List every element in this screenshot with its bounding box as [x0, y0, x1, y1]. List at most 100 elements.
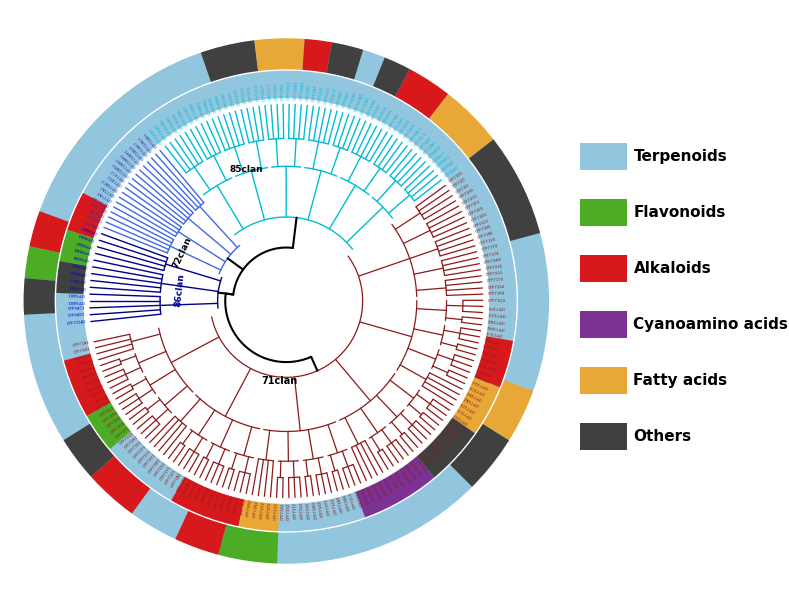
Text: 86clan: 86clan — [174, 273, 186, 307]
Text: CYP71H3: CYP71H3 — [378, 479, 390, 496]
Text: CYP701A1: CYP701A1 — [170, 110, 185, 129]
Text: CYP71F1: CYP71F1 — [81, 371, 99, 381]
Text: CYP71R1: CYP71R1 — [123, 435, 139, 450]
Text: CYP71V1: CYP71V1 — [143, 453, 157, 469]
Text: CYP71B1: CYP71B1 — [73, 347, 92, 355]
Wedge shape — [66, 193, 107, 238]
Text: CYP71H5: CYP71H5 — [458, 188, 476, 200]
Text: CYP71D3: CYP71D3 — [355, 489, 365, 507]
Wedge shape — [450, 423, 510, 487]
Text: CYP72AM2: CYP72AM2 — [119, 152, 137, 169]
Text: CYP71K2: CYP71K2 — [233, 496, 241, 514]
Text: CYP74D2: CYP74D2 — [106, 173, 123, 187]
Text: CYP101B1: CYP101B1 — [88, 199, 108, 211]
Wedge shape — [55, 261, 87, 294]
Bar — [580, 367, 627, 394]
Text: CYP71L1: CYP71L1 — [99, 405, 116, 417]
Text: CYP71L2: CYP71L2 — [240, 498, 247, 515]
Text: CYP71A5: CYP71A5 — [477, 231, 495, 240]
Text: CYP71Y3: CYP71Y3 — [456, 406, 473, 418]
Text: CYP88A1: CYP88A1 — [215, 93, 224, 111]
Text: CYP720A1: CYP720A1 — [354, 93, 365, 113]
Text: CYP72G1: CYP72G1 — [241, 85, 248, 104]
Text: CYP71T4: CYP71T4 — [487, 278, 504, 284]
Text: CYP86B1: CYP86B1 — [70, 261, 88, 268]
Text: CYP71U2: CYP71U2 — [300, 501, 305, 520]
Text: Fatty acids: Fatty acids — [634, 373, 727, 388]
Wedge shape — [91, 456, 151, 514]
Text: CYP87A3: CYP87A3 — [85, 211, 103, 222]
Text: CYP71H1: CYP71H1 — [86, 383, 104, 394]
Text: CYP71D2: CYP71D2 — [188, 481, 200, 499]
Text: CYP85D1: CYP85D1 — [427, 144, 443, 160]
Text: CYP71Z2: CYP71Z2 — [331, 497, 338, 515]
Text: CYP71Q3: CYP71Q3 — [424, 445, 439, 461]
Text: CYP86C1: CYP86C1 — [69, 276, 86, 282]
Text: CYP51A1: CYP51A1 — [342, 91, 351, 109]
Text: CYP72AM1: CYP72AM1 — [124, 147, 141, 164]
Bar — [580, 423, 627, 450]
Text: CYP99B1: CYP99B1 — [196, 100, 207, 117]
Wedge shape — [24, 246, 61, 281]
Text: CYP71W2: CYP71W2 — [312, 500, 319, 520]
Text: CYP71Y4: CYP71Y4 — [481, 244, 499, 252]
Text: CYP97B1: CYP97B1 — [383, 109, 394, 126]
Text: CYP72B1: CYP72B1 — [274, 82, 279, 100]
Text: CYP97A1: CYP97A1 — [388, 112, 400, 129]
Text: 85clan: 85clan — [230, 165, 263, 174]
Text: CYP71V3: CYP71V3 — [445, 421, 462, 435]
Text: CYP71Z4: CYP71Z4 — [479, 238, 497, 246]
Wedge shape — [394, 69, 448, 119]
Wedge shape — [63, 423, 114, 477]
Text: CYP86B2: CYP86B2 — [69, 268, 87, 275]
Text: CYP708B1: CYP708B1 — [294, 79, 298, 100]
Text: CYP71Y2: CYP71Y2 — [324, 498, 332, 516]
Text: CYP85A1: CYP85A1 — [443, 165, 460, 179]
Text: CYP71Z1: CYP71Z1 — [165, 468, 178, 485]
Text: CYP71K5: CYP71K5 — [448, 171, 465, 184]
Text: CYP71A2: CYP71A2 — [170, 472, 183, 489]
Text: CYP72F1: CYP72F1 — [247, 85, 254, 103]
Text: CYP114A1: CYP114A1 — [189, 101, 201, 120]
Text: CYP71N1: CYP71N1 — [107, 415, 123, 429]
Wedge shape — [474, 336, 514, 388]
Text: Terpenoids: Terpenoids — [634, 149, 727, 164]
Text: CYP72A68: CYP72A68 — [129, 143, 145, 160]
Text: CYP71F3: CYP71F3 — [366, 484, 377, 501]
Wedge shape — [59, 159, 518, 532]
Text: CYP74A1: CYP74A1 — [423, 140, 438, 155]
Text: CYP97C1: CYP97C1 — [377, 105, 388, 123]
Text: CYP71N3: CYP71N3 — [409, 458, 424, 474]
Text: CYP94C1: CYP94C1 — [67, 306, 85, 311]
Text: CYP71T2: CYP71T2 — [294, 502, 298, 520]
Text: CYP71D1: CYP71D1 — [77, 359, 95, 368]
Wedge shape — [482, 380, 534, 441]
Text: CYP71Q1: CYP71Q1 — [118, 430, 135, 445]
Text: CYP71B4: CYP71B4 — [466, 389, 483, 401]
Text: CYP71A3: CYP71A3 — [337, 495, 345, 513]
Text: CYP71G5: CYP71G5 — [462, 193, 480, 206]
Text: CYP71J1: CYP71J1 — [94, 394, 110, 405]
Text: CYP88B1: CYP88B1 — [208, 95, 219, 113]
Text: CYP74G1: CYP74G1 — [398, 119, 412, 136]
Circle shape — [84, 99, 488, 503]
Text: CYP71M4: CYP71M4 — [486, 323, 505, 329]
Wedge shape — [23, 278, 56, 315]
Text: CYP71U1: CYP71U1 — [137, 449, 152, 465]
Text: CYP71O3: CYP71O3 — [414, 454, 429, 470]
Text: CYP72AM4: CYP72AM4 — [111, 161, 130, 177]
Text: CYP77A1: CYP77A1 — [312, 84, 318, 102]
Text: CYP71T1: CYP71T1 — [133, 444, 148, 460]
Text: CYP85B1: CYP85B1 — [436, 155, 451, 169]
Text: CYP94A1: CYP94A1 — [68, 284, 85, 289]
Text: CYP71U4: CYP71U4 — [486, 271, 504, 277]
Text: Others: Others — [634, 429, 692, 444]
Text: CYP71I3: CYP71I3 — [383, 476, 394, 491]
Text: CYP71Q4: CYP71Q4 — [488, 298, 506, 302]
Text: CYP74B2: CYP74B2 — [418, 135, 432, 151]
Text: CYP71R3: CYP71R3 — [428, 441, 443, 456]
Text: CYP72A67: CYP72A67 — [133, 138, 150, 156]
Text: CYP72A1: CYP72A1 — [281, 82, 285, 100]
Text: CYP86A8: CYP86A8 — [72, 253, 90, 261]
Text: CYP71F5: CYP71F5 — [465, 200, 482, 211]
